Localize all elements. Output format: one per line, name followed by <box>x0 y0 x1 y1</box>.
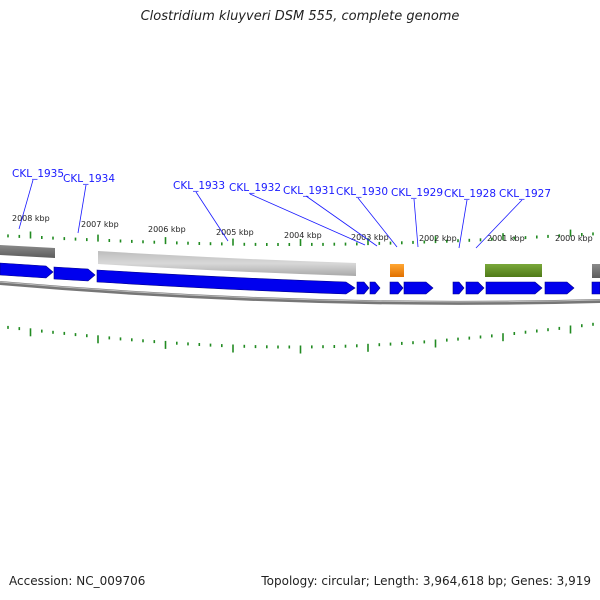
gene-labels: CKL_1935 CKL_1934 CKL_1933 CKL_1932 CKL_… <box>12 168 551 200</box>
accession-text: Accession: NC_009706 <box>9 574 146 588</box>
gene-label-ckl-1933[interactable]: CKL_1933 <box>173 180 225 192</box>
genome-backbone-highlight <box>0 281 600 303</box>
gene-arrow-ckl-1933 <box>96 269 356 295</box>
genome-backbone <box>0 281 600 305</box>
tick-row-lower <box>7 322 594 354</box>
gene-label-ckl-1932[interactable]: CKL_1932 <box>229 182 281 194</box>
kbp-label: 2005 kbp <box>216 228 254 237</box>
gene-arrow-ckl-1935 <box>0 262 54 279</box>
feature-band-left <box>0 245 55 258</box>
kbp-scale: 2008 kbp 2007 kbp 2006 kbp 2005 kbp 2004… <box>12 214 593 243</box>
gene-arrow-ckl-1930 <box>389 281 404 295</box>
label-leaders <box>18 179 523 249</box>
gene-arrow-next <box>544 281 575 295</box>
gene-label-ckl-1927[interactable]: CKL_1927 <box>499 188 551 200</box>
kbp-label: 2003 kbp <box>351 233 389 242</box>
feature-green <box>485 264 542 277</box>
gene-label-ckl-1934[interactable]: CKL_1934 <box>63 173 115 185</box>
tick-row-upper <box>7 229 594 246</box>
gene-label-ckl-1928[interactable]: CKL_1928 <box>444 188 496 200</box>
gene-arrow-ckl-1932 <box>356 281 370 295</box>
gene-arrow-ckl-1934 <box>53 266 96 282</box>
genome-summary-text: Topology: circular; Length: 3,964,618 bp… <box>261 574 591 588</box>
leader-line <box>458 199 468 249</box>
gene-arrow-ckl-1928a <box>452 281 465 295</box>
feature-band-right <box>592 264 600 278</box>
kbp-label: 2001 kbp <box>487 234 525 243</box>
gene-label-ckl-1930[interactable]: CKL_1930 <box>336 186 388 198</box>
kbp-label: 2006 kbp <box>148 225 186 234</box>
kbp-label: 2008 kbp <box>12 214 50 223</box>
gene-arrows <box>0 262 600 295</box>
gene-arrow-ckl-1927 <box>485 281 543 295</box>
kbp-label: 2002 kbp <box>419 234 457 243</box>
kbp-label: 2004 kbp <box>284 231 322 240</box>
gene-arrow-ckl-1928b <box>465 281 485 295</box>
gene-arrow-ckl-1931 <box>369 281 381 295</box>
leader-line <box>18 179 34 230</box>
gene-arrow-ckl-1929 <box>403 281 434 295</box>
leader-line <box>475 199 523 249</box>
leader-line <box>249 193 366 246</box>
leader-line <box>413 198 419 248</box>
leader-line <box>357 197 398 248</box>
leader-line <box>195 191 229 242</box>
map-title: Clostridium kluyveri DSM 555, complete g… <box>140 9 460 24</box>
gene-label-ckl-1929[interactable]: CKL_1929 <box>391 187 443 199</box>
leader-line <box>77 184 87 234</box>
feature-band-middle <box>98 251 356 276</box>
leader-line <box>305 195 378 247</box>
feature-orange <box>390 264 404 277</box>
kbp-label: 2000 kbp <box>555 234 593 243</box>
gene-label-ckl-1935[interactable]: CKL_1935 <box>12 168 64 180</box>
kbp-label: 2007 kbp <box>81 220 119 229</box>
gene-label-ckl-1931[interactable]: CKL_1931 <box>283 185 335 197</box>
gene-arrow-edge <box>591 281 600 295</box>
